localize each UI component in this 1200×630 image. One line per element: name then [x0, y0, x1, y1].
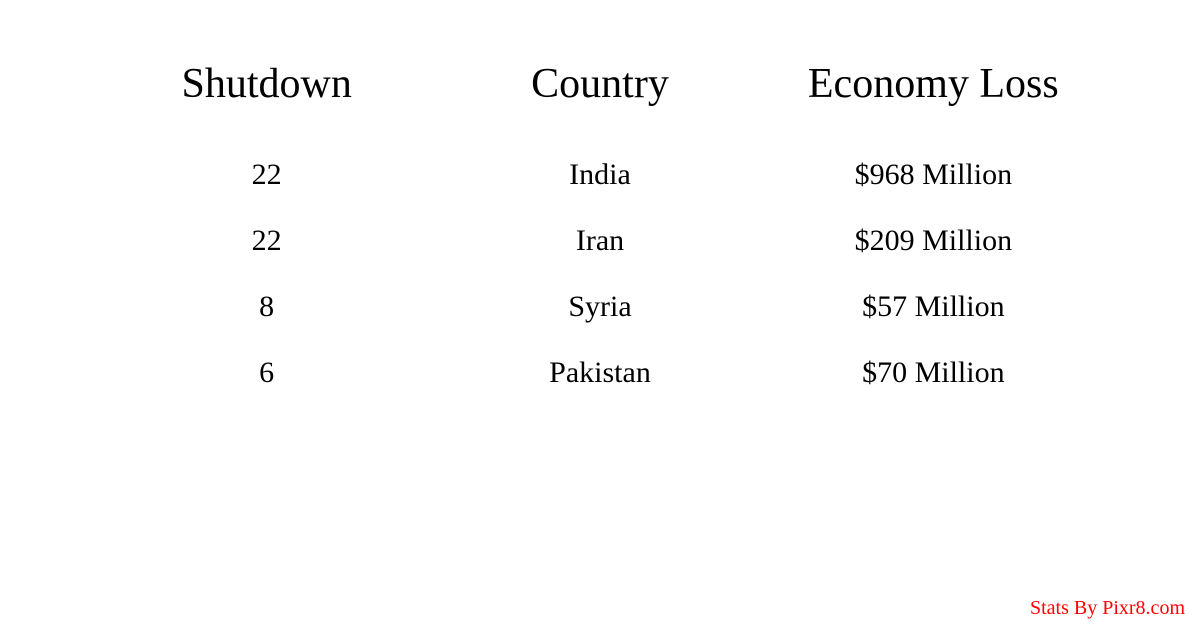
table-row: 22 India $968 Million	[100, 158, 1100, 192]
cell-country: Iran	[433, 224, 766, 258]
header-country: Country	[433, 60, 766, 108]
table-row: 8 Syria $57 Million	[100, 290, 1100, 324]
cell-shutdown: 6	[100, 356, 433, 390]
cell-shutdown: 22	[100, 224, 433, 258]
header-economy-loss: Economy Loss	[767, 60, 1100, 108]
cell-economy-loss: $57 Million	[767, 290, 1100, 324]
table-row: 6 Pakistan $70 Million	[100, 356, 1100, 390]
cell-economy-loss: $209 Million	[767, 224, 1100, 258]
cell-shutdown: 8	[100, 290, 433, 324]
cell-country: Pakistan	[433, 356, 766, 390]
stats-table: Shutdown Country Economy Loss 22 India $…	[0, 0, 1200, 390]
cell-shutdown: 22	[100, 158, 433, 192]
cell-economy-loss: $70 Million	[767, 356, 1100, 390]
cell-country: India	[433, 158, 766, 192]
header-shutdown: Shutdown	[100, 60, 433, 108]
table-header-row: Shutdown Country Economy Loss	[100, 60, 1100, 108]
table-row: 22 Iran $209 Million	[100, 224, 1100, 258]
cell-economy-loss: $968 Million	[767, 158, 1100, 192]
attribution-text: Stats By Pixr8.com	[1030, 597, 1185, 620]
cell-country: Syria	[433, 290, 766, 324]
